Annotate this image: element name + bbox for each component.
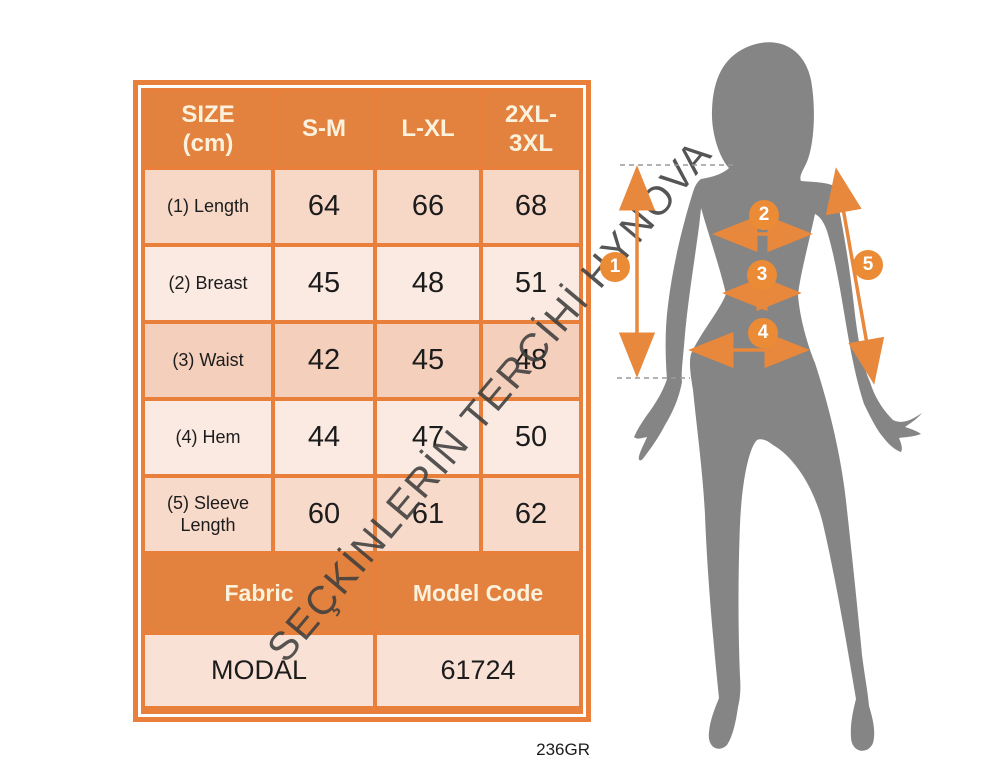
row-breast-value-sm: 45 (275, 247, 373, 320)
marker-3-waist: 3 (747, 260, 777, 290)
header-l-xl-label: L-XL (401, 115, 455, 143)
model-code-header: Model Code (377, 555, 579, 631)
row-hem-value-sm: 44 (275, 401, 373, 474)
body-measurement-diagram (617, 42, 922, 751)
marker-2-breast: 2 (749, 200, 779, 230)
row-breast-label: (2) Breast (145, 247, 271, 320)
row-waist-label: (3) Waist (145, 324, 271, 397)
model-code-value: 61724 (377, 635, 579, 706)
size-table-grid: SIZE (cm) S-M L-XL 2XL-3XL (1) Length 64… (141, 88, 583, 714)
header-s-m: S-M (275, 92, 373, 166)
size-table: SIZE (cm) S-M L-XL 2XL-3XL (1) Length 64… (133, 80, 591, 722)
row-sleeve-label: (5) Sleeve Length (145, 478, 271, 551)
row-length-value-2xl3xl: 68 (483, 170, 579, 243)
row-breast-value-2xl3xl: 51 (483, 247, 579, 320)
row-length-value-sm: 64 (275, 170, 373, 243)
row-waist-value-sm: 42 (275, 324, 373, 397)
header-size-cm: SIZE (cm) (145, 92, 271, 166)
row-length-label: (1) Length (145, 170, 271, 243)
marker-1-length: 1 (600, 252, 630, 282)
marker-4-hem: 4 (748, 318, 778, 348)
row-breast-value-lxl: 48 (377, 247, 479, 320)
header-2xl-3xl: 2XL-3XL (483, 92, 579, 166)
row-waist-value-lxl: 45 (377, 324, 479, 397)
female-silhouette (634, 42, 922, 751)
row-hem-label: (4) Hem (145, 401, 271, 474)
header-2xl-3xl-label: 2XL-3XL (504, 100, 557, 157)
row-length-value-lxl: 66 (377, 170, 479, 243)
fabric-header: Fabric (145, 555, 373, 631)
row-waist-value-2xl3xl: 48 (483, 324, 579, 397)
fabric-value: MODAL (145, 635, 373, 706)
product-code: 236GR (536, 740, 590, 759)
marker-5-sleeve: 5 (853, 250, 883, 280)
row-sleeve-value-lxl: 61 (377, 478, 479, 551)
row-hem-value-lxl: 47 (377, 401, 479, 474)
header-s-m-label: S-M (302, 115, 346, 143)
header-l-xl: L-XL (377, 92, 479, 166)
row-sleeve-value-2xl3xl: 62 (483, 478, 579, 551)
row-sleeve-value-sm: 60 (275, 478, 373, 551)
header-size-cm-label: SIZE (cm) (181, 100, 235, 157)
sleeve-arrow (825, 167, 885, 385)
row-hem-value-2xl3xl: 50 (483, 401, 579, 474)
